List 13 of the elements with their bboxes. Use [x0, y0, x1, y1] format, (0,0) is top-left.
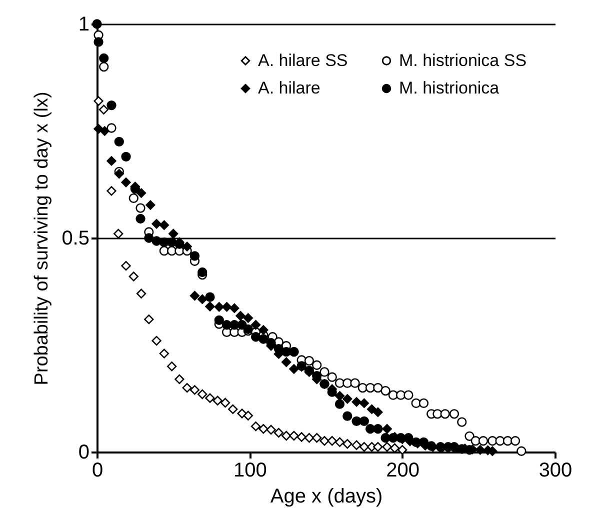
x-tick-label: 100 — [233, 460, 267, 482]
legend-label: M. histrionica SS — [399, 50, 527, 70]
x-tick-label: 0 — [92, 460, 104, 482]
x-axis-title: Age x (days) — [270, 486, 383, 508]
y-tick-label: 0.5 — [62, 228, 90, 250]
y-axis-title: Probability of surviving to day x (lx) — [32, 92, 53, 386]
legend-label: M. histrionica — [399, 78, 500, 98]
x-tick-label: 300 — [538, 460, 572, 482]
legend-label: A. hilare — [258, 78, 320, 98]
y-tick-label: 1 — [78, 14, 90, 36]
y-tick-label: 0 — [78, 442, 90, 464]
x-tick-label: 200 — [386, 460, 420, 482]
legend-label: A. hilare SS — [258, 50, 348, 70]
